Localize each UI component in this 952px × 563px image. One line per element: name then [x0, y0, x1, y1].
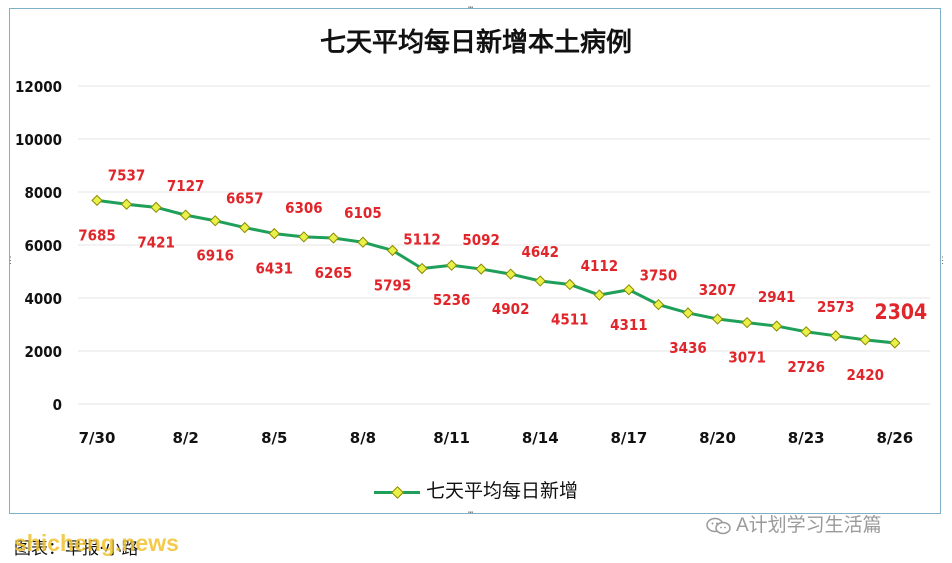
data-label: 3071 — [728, 349, 766, 367]
data-label: 7127 — [167, 177, 205, 195]
x-tick-label: 8/2 — [172, 429, 198, 447]
data-point — [475, 263, 487, 275]
data-point — [209, 215, 221, 227]
series-line — [96, 198, 896, 345]
data-label: 2573 — [817, 298, 855, 316]
y-tick-label: 2000 — [24, 343, 62, 361]
data-label: 6431 — [256, 260, 294, 278]
x-tick-label: 8/5 — [261, 429, 287, 447]
data-point — [327, 232, 340, 244]
footer-caption: 图表：早报·小路 — [14, 539, 139, 559]
data-point — [830, 330, 842, 342]
data-label: 3207 — [699, 281, 737, 299]
data-label: 6916 — [196, 247, 234, 265]
y-tick-label: 8000 — [24, 184, 62, 202]
y-tick-label: 4000 — [24, 290, 62, 308]
resize-handle-top[interactable]: ⋯ — [468, 3, 474, 13]
data-point — [800, 326, 812, 338]
x-tick-label: 8/26 — [876, 429, 913, 447]
resize-handle-left[interactable]: ⋮ — [6, 256, 15, 266]
data-label: 2726 — [787, 358, 825, 376]
data-point — [239, 221, 251, 234]
data-label: 3436 — [669, 339, 707, 357]
data-label: 7537 — [108, 166, 146, 184]
data-label: 4311 — [610, 316, 648, 334]
data-point — [859, 334, 871, 346]
x-tick-label: 7/30 — [79, 429, 116, 447]
data-point — [357, 236, 369, 248]
x-tick-label: 8/23 — [788, 429, 825, 447]
data-point — [386, 244, 399, 257]
data-label: 2941 — [758, 288, 796, 306]
legend-swatch — [373, 487, 420, 497]
wechat-icon — [706, 517, 731, 535]
data-point — [416, 262, 428, 275]
resize-handle-bottom[interactable]: ⋯ — [468, 508, 474, 518]
chart-legend: 七天平均每日新增 — [0, 476, 952, 503]
watermark-site: shicheng.news — [14, 530, 179, 556]
data-label: 3750 — [640, 267, 678, 285]
chart-title: 七天平均每日新增本土病例 — [319, 28, 632, 58]
watermark-account: A计划学习生活篇 — [706, 510, 882, 537]
data-label: 7685 — [78, 226, 116, 244]
data-point — [150, 201, 162, 214]
data-label: 6105 — [344, 204, 382, 222]
data-label: 5236 — [433, 291, 471, 309]
watermark-account-label: A计划学习生活篇 — [736, 515, 882, 536]
chart-frame: ⋯ ⋯ ⋮ ⋮ — [6, 4, 947, 518]
data-label: 4112 — [581, 257, 619, 275]
y-tick-label: 12000 — [15, 78, 62, 96]
data-point — [682, 307, 694, 319]
x-tick-label: 8/17 — [611, 429, 648, 447]
data-label: 4511 — [551, 310, 589, 328]
data-point — [268, 227, 280, 240]
data-point — [534, 275, 546, 287]
data-point — [770, 320, 783, 332]
data-point — [711, 313, 724, 325]
data-label: 5092 — [462, 231, 500, 249]
data-point — [593, 289, 606, 301]
x-tick-label: 8/8 — [350, 429, 376, 447]
data-point — [91, 194, 103, 207]
data-point — [120, 198, 133, 210]
data-label: 6306 — [285, 199, 323, 217]
x-tick-label: 8/11 — [433, 429, 470, 447]
data-label: 7421 — [137, 233, 175, 251]
data-point — [564, 278, 576, 291]
data-label: 6265 — [315, 264, 353, 282]
data-point — [623, 284, 635, 296]
y-tick-label: 6000 — [24, 237, 62, 255]
data-point — [505, 268, 517, 280]
data-label: 4902 — [492, 300, 530, 318]
data-point — [741, 316, 753, 329]
data-label: 2304 — [875, 300, 928, 324]
x-tick-label: 8/14 — [522, 429, 559, 447]
y-tick-label: 0 — [53, 396, 62, 414]
data-label: 6657 — [226, 190, 264, 208]
legend-label: 七天平均每日新增 — [425, 480, 578, 502]
data-point — [298, 231, 310, 243]
data-label: 5795 — [374, 276, 412, 294]
data-label: 2420 — [847, 366, 885, 384]
data-point — [652, 298, 665, 311]
data-point — [889, 337, 901, 349]
data-label: 5112 — [403, 231, 441, 249]
data-label: 4642 — [521, 243, 559, 261]
y-tick-label: 10000 — [15, 131, 62, 149]
data-point — [179, 209, 192, 221]
data-point — [445, 259, 458, 271]
resize-handle-right[interactable]: ⋮ — [938, 256, 947, 266]
x-tick-label: 8/20 — [699, 429, 736, 447]
